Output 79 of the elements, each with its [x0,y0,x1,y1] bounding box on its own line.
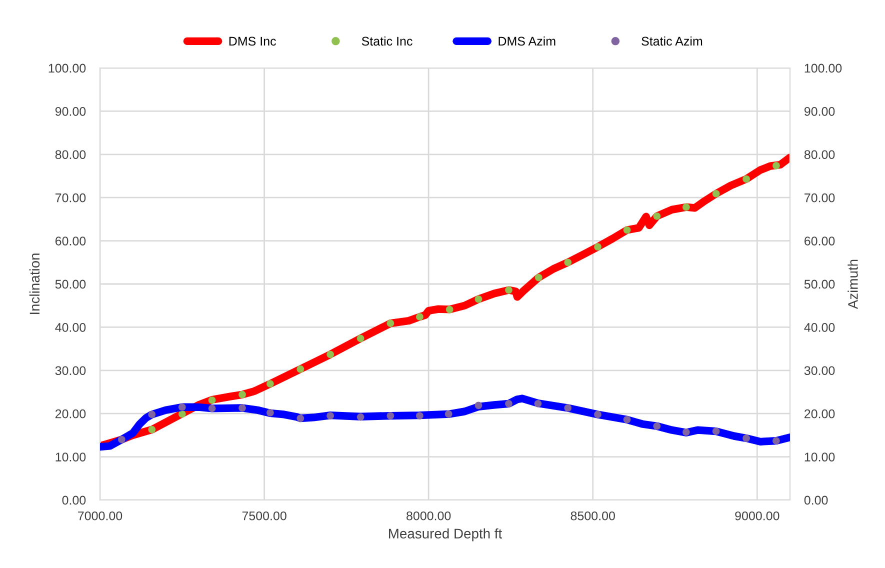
point [208,396,216,404]
legend-label: Static Azim [642,36,702,46]
point [326,412,334,420]
point [178,403,186,411]
point [386,320,394,327]
y-tick-label: 50.00 [55,280,86,289]
y-tick-label: 0.00 [62,496,86,505]
y2-tick-label: 10.00 [804,452,835,462]
point [148,426,156,434]
point [266,380,274,388]
y2-tick-label: 60.00 [804,236,835,246]
point [623,226,631,234]
point [416,412,424,420]
point [534,274,542,282]
point [534,400,542,408]
point [238,390,246,398]
x-tick-label: 8000.00 [406,511,451,520]
point [446,306,454,314]
legend-label: DMS Inc [229,36,276,46]
legend-label: Static Inc [362,36,412,46]
y-tick-label: 10.00 [56,452,86,462]
point [238,404,246,412]
y2-tick-label: 70.00 [804,193,835,202]
point [564,258,572,266]
point [296,414,304,422]
y2-tick-label: 100.00 [804,64,842,73]
y2-tick-label: 50.00 [804,280,835,289]
y-tick-label: 90.00 [55,107,86,116]
point [653,212,661,220]
x-tick-label: 7500.00 [242,511,286,520]
point [505,400,512,408]
point [742,175,750,183]
point [653,422,661,430]
y-tick-label: 30.00 [55,366,86,376]
point [623,416,631,424]
point [742,434,750,442]
point [594,243,602,251]
point [356,334,364,342]
y2-tick-label: 90.00 [804,107,835,116]
point [266,409,274,416]
point [386,412,394,420]
point [772,437,780,444]
y2-tick-label: 80.00 [804,150,835,160]
y-tick-label: 100.00 [48,64,86,73]
legend-label: DMS Azim [498,36,556,46]
point [564,404,572,412]
y-axis-title: Inclination [29,254,40,314]
point [326,350,334,358]
y2-tick-label: 0.00 [804,496,828,505]
point [356,413,364,421]
point [444,410,452,418]
x-tick-label: 8500.00 [570,511,615,520]
point [474,402,482,410]
x-tick-label: 7000.00 [78,511,122,520]
point [594,410,602,418]
point [712,428,720,435]
point [416,313,424,321]
y-tick-label: 80.00 [55,150,86,160]
y2-tick-label: 40.00 [804,323,835,332]
point [178,410,186,418]
x-tick-label: 9000.00 [735,511,780,520]
y2-tick-label: 20.00 [804,409,835,418]
point [296,365,304,373]
y-tick-label: 70.00 [55,193,86,202]
y-tick-label: 40.00 [55,323,86,332]
point [505,286,512,294]
point [712,190,720,198]
point [772,162,780,170]
point [148,410,156,418]
point [682,203,690,211]
point [474,295,482,303]
y2-axis-title: Azimuth [848,260,858,310]
y2-tick-label: 30.00 [804,366,835,376]
x-axis-title: Measured Depth ft [389,528,502,542]
point [682,428,690,436]
point [208,404,216,412]
y-tick-label: 20.00 [55,409,86,418]
y-tick-label: 60.00 [55,236,86,246]
point [118,436,126,444]
